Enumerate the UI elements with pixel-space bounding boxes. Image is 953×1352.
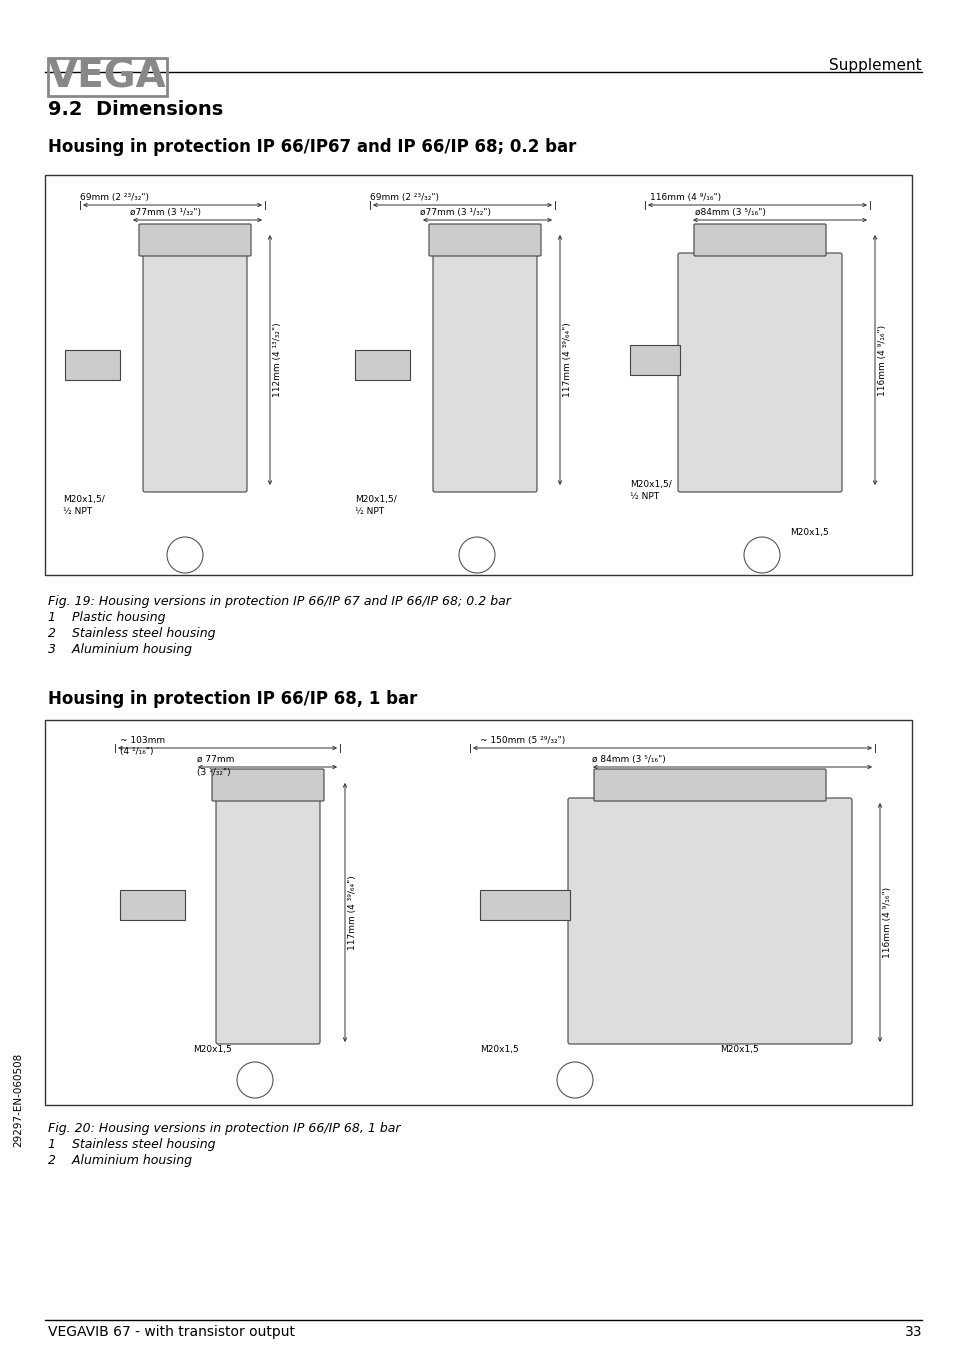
Circle shape [458,537,495,573]
Text: M20x1,5: M20x1,5 [789,529,828,537]
Text: M20x1,5/: M20x1,5/ [63,495,105,504]
Text: 69mm (2 ²³/₃₂"): 69mm (2 ²³/₃₂") [80,193,149,201]
Text: Fig. 19: Housing versions in protection IP 66/IP 67 and IP 66/IP 68; 0.2 bar: Fig. 19: Housing versions in protection … [48,595,511,608]
Text: 116mm (4 ⁹/₁₆"): 116mm (4 ⁹/₁₆") [882,887,891,959]
Text: 112mm (4 ¹³/₃₂"): 112mm (4 ¹³/₃₂") [273,323,282,397]
FancyBboxPatch shape [143,253,247,492]
Bar [355,350,410,380]
FancyBboxPatch shape [139,224,251,256]
Text: VEGA: VEGA [48,58,167,96]
Text: ø77mm (3 ¹/₃₂"): ø77mm (3 ¹/₃₂") [130,208,201,218]
Bar [65,350,120,380]
Text: M20x1,5/: M20x1,5/ [355,495,396,504]
FancyBboxPatch shape [594,769,825,800]
Text: Supplement: Supplement [828,58,921,73]
FancyBboxPatch shape [433,253,537,492]
Text: 117mm (4 ³⁹/₆₄"): 117mm (4 ³⁹/₆₄") [348,875,356,950]
Circle shape [236,1063,273,1098]
Text: ½ NPT: ½ NPT [629,492,659,502]
Text: 69mm (2 ²³/₃₂"): 69mm (2 ²³/₃₂") [370,193,438,201]
Text: M20x1,5: M20x1,5 [479,1045,518,1055]
Text: 1    Plastic housing: 1 Plastic housing [48,611,165,625]
Text: 33: 33 [903,1325,921,1338]
Bar [629,345,679,375]
FancyBboxPatch shape [215,798,319,1044]
Text: ø84mm (3 ⁵/₁₆"): ø84mm (3 ⁵/₁₆") [695,208,765,218]
Text: VEGAVIB 67 - with transistor output: VEGAVIB 67 - with transistor output [48,1325,294,1338]
Bar [479,890,569,919]
FancyBboxPatch shape [429,224,540,256]
Bar [120,890,185,919]
Text: Fig. 20: Housing versions in protection IP 66/IP 68, 1 bar: Fig. 20: Housing versions in protection … [48,1122,400,1134]
Text: M20x1,5/: M20x1,5/ [629,480,671,489]
Text: 116mm (4 ⁹/₁₆"): 116mm (4 ⁹/₁₆") [877,324,886,396]
Text: ø 77mm: ø 77mm [196,754,234,764]
Text: ½ NPT: ½ NPT [355,507,384,516]
Bar [45,721,911,1105]
Text: ø 84mm (3 ⁵/₁₆"): ø 84mm (3 ⁵/₁₆") [592,754,665,764]
Text: M20x1,5: M20x1,5 [720,1045,758,1055]
Text: 3    Aluminium housing: 3 Aluminium housing [48,644,192,656]
Text: Housing in protection IP 66/IP67 and IP 66/IP 68; 0.2 bar: Housing in protection IP 66/IP67 and IP … [48,138,576,155]
FancyBboxPatch shape [678,253,841,492]
Text: 116mm (4 ⁹/₁₆"): 116mm (4 ⁹/₁₆") [649,193,720,201]
Bar [45,174,911,575]
Text: ~ 150mm (5 ²⁹/₃₂"): ~ 150mm (5 ²⁹/₃₂") [479,735,565,745]
Text: 2    Stainless steel housing: 2 Stainless steel housing [48,627,215,639]
Text: 9.2  Dimensions: 9.2 Dimensions [48,100,223,119]
Text: ø77mm (3 ¹/₃₂"): ø77mm (3 ¹/₃₂") [419,208,491,218]
Text: (3 ¹/₃₂"): (3 ¹/₃₂") [196,768,231,777]
FancyBboxPatch shape [212,769,324,800]
FancyBboxPatch shape [567,798,851,1044]
Text: (4 ¹/₁₆"): (4 ¹/₁₆") [120,748,153,756]
Text: M20x1,5: M20x1,5 [193,1045,232,1055]
Text: ~ 103mm: ~ 103mm [120,735,165,745]
Circle shape [743,537,780,573]
Circle shape [167,537,203,573]
Circle shape [557,1063,593,1098]
Text: ½ NPT: ½ NPT [63,507,92,516]
Text: 29297-EN-060508: 29297-EN-060508 [13,1053,23,1146]
Text: 2    Aluminium housing: 2 Aluminium housing [48,1155,192,1167]
Text: Housing in protection IP 66/IP 68, 1 bar: Housing in protection IP 66/IP 68, 1 bar [48,690,417,708]
Text: 117mm (4 ³⁹/₆₄"): 117mm (4 ³⁹/₆₄") [562,323,572,397]
FancyBboxPatch shape [693,224,825,256]
Text: 1    Stainless steel housing: 1 Stainless steel housing [48,1138,215,1151]
